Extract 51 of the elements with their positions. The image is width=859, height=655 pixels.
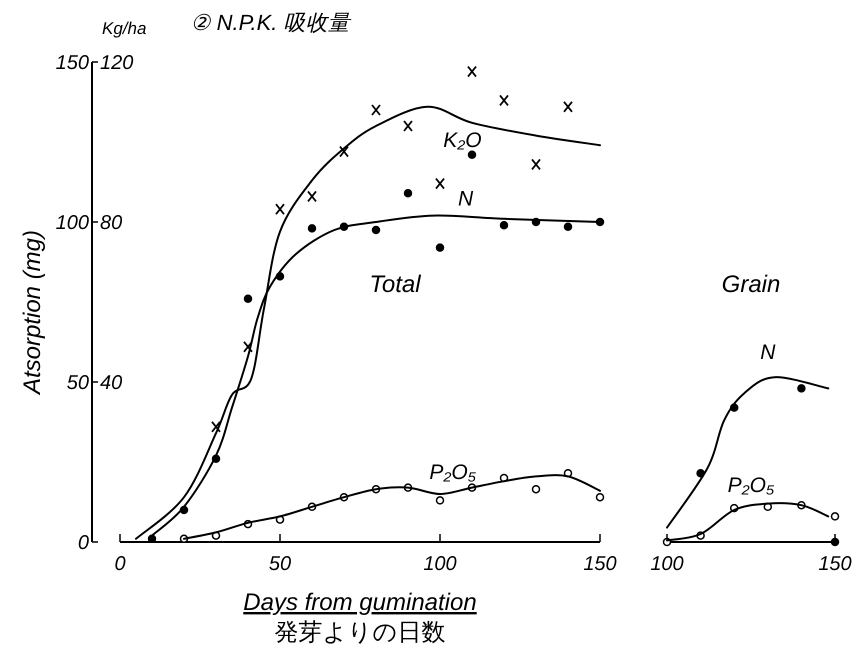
series-label: N — [760, 341, 776, 364]
chart-title: ② N.P.K. 吸收量 — [190, 10, 352, 35]
text: 発芽よりの日数 — [274, 618, 446, 646]
x-tick-label: 100 — [423, 553, 457, 575]
y-tick-label: 150 — [56, 52, 89, 74]
y2-axis-title: Kg/ha — [102, 19, 146, 38]
point — [436, 496, 444, 505]
series-label: N — [458, 188, 474, 211]
point — [436, 243, 444, 252]
x-axis-title: Days from gumination — [243, 589, 477, 616]
point — [596, 492, 604, 502]
series-label: P₂O₅ — [728, 474, 775, 497]
point — [372, 226, 380, 234]
text: Total — [369, 271, 422, 298]
x-tick-label: 150 — [818, 553, 852, 575]
x-tick-label: 150 — [583, 553, 617, 575]
point — [435, 178, 445, 190]
point — [531, 158, 541, 170]
point — [563, 100, 573, 113]
point — [244, 294, 252, 304]
point — [307, 190, 317, 202]
y-tick-label: 50 — [66, 372, 89, 394]
point — [564, 222, 572, 232]
y-tick-label: 0 — [78, 532, 89, 554]
point — [500, 220, 508, 230]
point — [211, 420, 221, 433]
text: Grain — [722, 271, 780, 298]
point — [797, 384, 806, 393]
point — [275, 203, 285, 216]
point — [830, 512, 840, 521]
point — [243, 340, 253, 353]
point — [339, 146, 349, 158]
point — [403, 120, 413, 132]
point — [830, 538, 840, 546]
point — [467, 66, 477, 78]
point — [371, 104, 381, 116]
y2-tick-label: 120 — [100, 52, 134, 74]
point — [308, 224, 316, 233]
y-axis-title: Atsorption (mg) — [19, 230, 46, 396]
x-tick-label: 50 — [268, 553, 292, 575]
point — [468, 150, 476, 160]
point — [532, 484, 540, 494]
y2-tick-label: 40 — [100, 372, 122, 394]
series-label: K₂O — [443, 128, 482, 152]
point — [499, 94, 509, 106]
y2-tick-label: 80 — [100, 212, 122, 234]
point — [404, 188, 412, 198]
y-tick-label: 100 — [56, 212, 89, 234]
series-label: P₂O₅ — [429, 461, 477, 484]
x-tick-label: 0 — [114, 553, 126, 575]
x-tick-label: 100 — [650, 553, 684, 575]
